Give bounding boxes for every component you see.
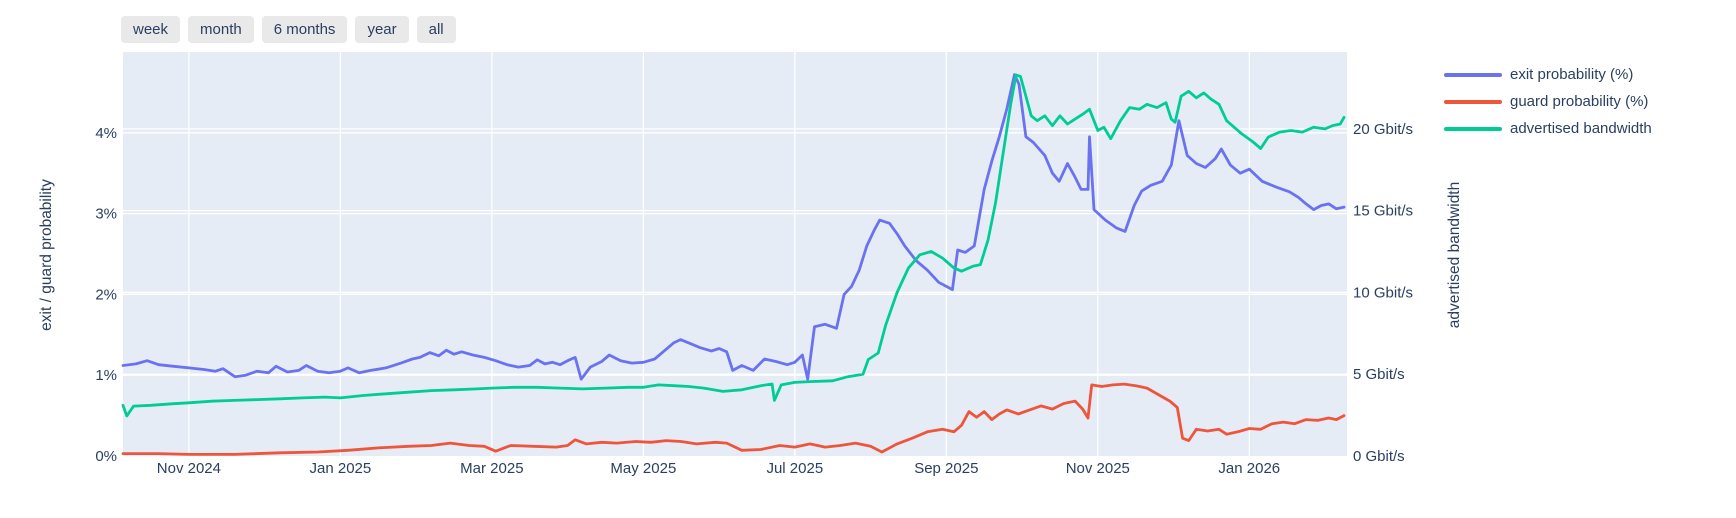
- y-right-tick-label: 20 Gbit/s: [1353, 121, 1413, 138]
- y-right-tick-label: 5 Gbit/s: [1353, 366, 1405, 383]
- y-left-tick-label: 1%: [95, 367, 117, 384]
- y-left-tick-label: 4%: [95, 125, 117, 142]
- legend-item-exit-probability[interactable]: exit probability (%): [1444, 61, 1652, 88]
- legend-label: exit probability (%): [1510, 66, 1634, 83]
- range-button-6months[interactable]: 6 months: [261, 16, 348, 43]
- range-selector: week month 6 months year all: [121, 16, 456, 43]
- advertised-bandwidth-line-swatch: [1444, 126, 1502, 131]
- range-button-month[interactable]: month: [188, 16, 254, 43]
- y-left-tick-label: 3%: [95, 206, 117, 223]
- exit-probability-line-swatch: [1444, 72, 1502, 77]
- legend-item-guard-probability[interactable]: guard probability (%): [1444, 88, 1652, 115]
- guard-probability-line-swatch: [1444, 99, 1502, 104]
- x-tick-label: Nov 2024: [157, 460, 221, 477]
- y-left-tick-label: 2%: [95, 286, 117, 303]
- x-tick-label: Sep 2025: [914, 460, 978, 477]
- series-line-guard-probability: [121, 382, 1346, 456]
- range-button-year[interactable]: year: [355, 16, 409, 43]
- legend-label: guard probability (%): [1510, 93, 1649, 110]
- y-right-tick-label: 10 Gbit/s: [1353, 284, 1413, 301]
- x-tick-label: Mar 2025: [460, 460, 523, 477]
- legend: exit probability (%) guard probability (…: [1444, 61, 1652, 142]
- series-line-advertised-bandwidth: [121, 73, 1346, 418]
- x-tick-label: Jan 2025: [310, 460, 372, 477]
- plot-area[interactable]: [123, 52, 1347, 456]
- x-tick-label: May 2025: [610, 460, 676, 477]
- x-tick-label: Jan 2026: [1218, 460, 1280, 477]
- x-tick-label: Jul 2025: [766, 460, 823, 477]
- y-right-tick-label: 15 Gbit/s: [1353, 203, 1413, 220]
- right-axis-title: advertised bandwidth: [1446, 181, 1463, 329]
- series-line-exit-probability: [121, 73, 1346, 381]
- x-tick-label: Nov 2025: [1066, 460, 1130, 477]
- left-axis-title: exit / guard probability: [38, 179, 55, 331]
- legend-item-advertised-bandwidth[interactable]: advertised bandwidth: [1444, 115, 1652, 142]
- range-button-week[interactable]: week: [121, 16, 181, 43]
- y-left-tick-label: 0%: [95, 448, 117, 465]
- legend-label: advertised bandwidth: [1510, 120, 1652, 137]
- y-right-tick-label: 0 Gbit/s: [1353, 448, 1405, 465]
- range-button-all[interactable]: all: [416, 16, 456, 43]
